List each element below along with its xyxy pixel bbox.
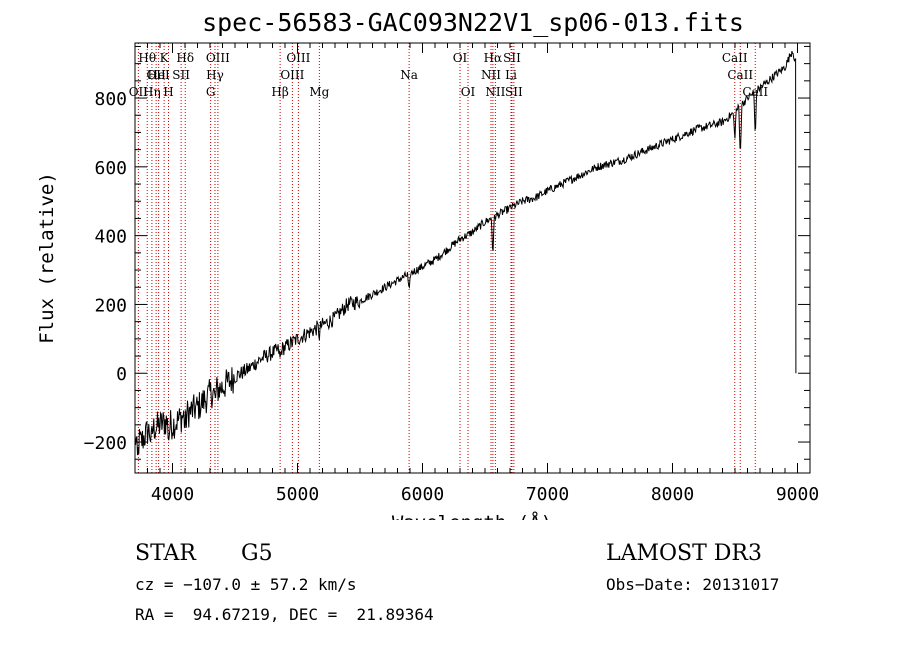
x-axis-ticks: 4000 5000 6000 7000 8000 9000: [134, 43, 819, 505]
line-marker-label: Li: [505, 68, 517, 82]
y-tick-label: 600: [94, 158, 127, 179]
line-marker-label: NII: [485, 85, 505, 99]
x-tick-label: 9000: [776, 484, 819, 505]
line-marker-label: HeI: [147, 68, 170, 82]
line-marker-label: OIII: [286, 51, 310, 65]
line-markers: [137, 43, 756, 473]
line-marker-label: SII: [505, 85, 523, 99]
chart-title: spec-56583-GAC093N22V1_sp06-013.fits: [202, 8, 744, 37]
y-tick-label: 0: [116, 364, 127, 385]
object-subclass: G5: [241, 541, 273, 566]
y-tick-label: 200: [94, 295, 127, 316]
spectrum-series-line: [134, 50, 797, 456]
x-tick-label: 4000: [151, 484, 194, 505]
line-marker-label: OII: [129, 85, 149, 99]
line-marker-label: CaII: [722, 51, 748, 65]
line-marker-label: OI: [453, 51, 468, 65]
line-marker-labels: OIIHθHηOIIHeIKHSIIHδGHγOIIIHβOIIIOIIIMgN…: [129, 51, 769, 99]
x-tick-label: 7000: [526, 484, 569, 505]
line-marker-label: OII: [146, 68, 166, 82]
line-marker-label: CaII: [727, 68, 753, 82]
x-tick-label: 5000: [276, 484, 319, 505]
line-marker-label: H: [163, 85, 173, 99]
line-marker-label: Mg: [309, 85, 329, 99]
y-axis-ticks: −200 0 200 400 600 800: [84, 45, 810, 460]
line-marker-label: Hδ: [176, 51, 194, 65]
line-marker-label: Na: [400, 68, 418, 82]
line-marker-label: OIII: [280, 68, 304, 82]
line-marker-label: Hβ: [271, 85, 288, 99]
line-marker-label: NII: [481, 68, 501, 82]
line-marker-label: OI: [461, 85, 476, 99]
line-marker-label: Hγ: [206, 68, 224, 82]
object-class: STAR: [135, 541, 196, 566]
y-tick-label: 800: [94, 89, 127, 110]
x-axis-label: Wavelength (Å): [392, 511, 552, 520]
line-marker-label: Hη: [143, 85, 161, 99]
spectrum-chart: OIIHθHηOIIHeIKHSIIHδGHγOIIIHβOIIIOIIIMgN…: [36, 42, 819, 520]
observation-date: Obs−Date: 20131017: [606, 575, 780, 594]
line-marker-label: SII: [172, 68, 190, 82]
line-marker-label: OIII: [206, 51, 230, 65]
ra-dec: RA = 94.67219, DEC = 21.89364: [135, 605, 434, 624]
plot-frame: [134, 42, 811, 474]
line-marker-label: G: [206, 85, 216, 99]
survey-name: LAMOST DR3: [606, 541, 762, 566]
redshift-cz: cz = −107.0 ± 57.2 km/s: [135, 575, 357, 594]
x-tick-label: 6000: [401, 484, 444, 505]
line-marker-label: Hα: [484, 51, 503, 65]
x-tick-label: 8000: [651, 484, 694, 505]
line-marker-label: Hθ: [138, 51, 156, 65]
line-marker-label: SII: [503, 51, 521, 65]
y-axis-label: Flux (relative): [36, 172, 58, 344]
line-marker-label: K: [160, 51, 170, 65]
y-tick-label: 400: [94, 227, 127, 248]
y-tick-label: −200: [84, 433, 127, 454]
